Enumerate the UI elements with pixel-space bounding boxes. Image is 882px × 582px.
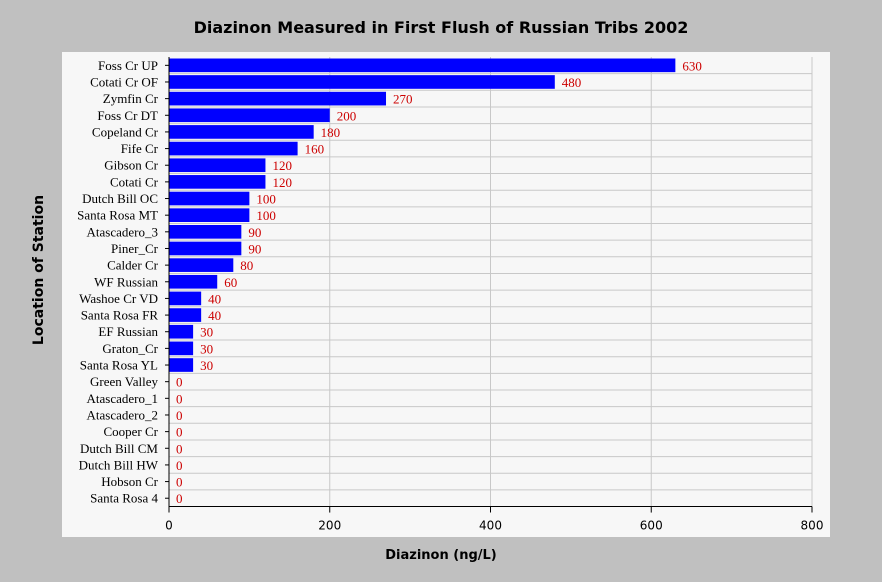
category-label: Dutch Bill HW xyxy=(79,457,159,472)
category-label: Atascadero_3 xyxy=(87,224,158,239)
x-tick-label: 800 xyxy=(801,519,824,533)
bar xyxy=(169,58,676,73)
category-label: Cotati Cr xyxy=(110,174,159,189)
x-tick-label: 400 xyxy=(479,519,502,533)
bar xyxy=(169,324,194,339)
value-label: 480 xyxy=(562,75,582,90)
category-label: Graton_Cr xyxy=(102,341,158,356)
value-label: 60 xyxy=(224,275,237,290)
category-label: EF Russian xyxy=(98,324,158,339)
y-axis-label: Location of Station xyxy=(31,194,47,346)
category-label: Green Valley xyxy=(90,374,158,389)
x-axis-label: Diazinon (ng/L) xyxy=(385,548,497,563)
bar xyxy=(169,208,250,222)
value-label: 0 xyxy=(176,458,183,473)
category-label: Atascadero_2 xyxy=(87,407,158,422)
value-label: 180 xyxy=(321,125,341,140)
value-label: 630 xyxy=(682,58,702,73)
bars xyxy=(169,58,676,372)
category-label: Santa Rosa YL xyxy=(80,358,158,373)
category-label: WF Russian xyxy=(94,274,158,289)
bar xyxy=(169,274,218,289)
value-label: 30 xyxy=(200,341,213,356)
value-label: 100 xyxy=(256,208,276,223)
value-label: 200 xyxy=(337,108,357,123)
bar xyxy=(169,125,314,139)
category-label: Santa Rosa FR xyxy=(81,308,159,323)
value-label: 0 xyxy=(176,475,183,490)
category-label: Hobson Cr xyxy=(101,474,158,489)
value-label: 90 xyxy=(248,225,261,240)
category-label: Gibson Cr xyxy=(104,158,158,173)
category-label: Piner_Cr xyxy=(111,241,159,256)
value-label: 160 xyxy=(305,142,325,157)
x-tick-label: 0 xyxy=(165,519,173,533)
value-label: 40 xyxy=(208,308,221,323)
category-label: Calder Cr xyxy=(107,258,159,273)
bar xyxy=(169,141,298,156)
value-label: 100 xyxy=(256,192,276,207)
category-label: Washoe Cr VD xyxy=(79,291,158,306)
chart-title: Diazinon Measured in First Flush of Russ… xyxy=(193,18,689,37)
x-tick-label: 200 xyxy=(318,519,341,533)
category-label: Dutch Bill CM xyxy=(80,441,158,456)
value-label: 0 xyxy=(176,391,183,406)
bar xyxy=(169,175,266,189)
category-label: Cooper Cr xyxy=(103,424,158,439)
bar xyxy=(169,108,330,123)
value-label: 0 xyxy=(176,491,183,506)
value-label: 120 xyxy=(272,175,292,190)
value-label: 30 xyxy=(200,325,213,340)
category-label: Zymfin Cr xyxy=(103,91,159,106)
category-label: Foss Cr DT xyxy=(97,108,158,123)
bar xyxy=(169,241,242,256)
bar xyxy=(169,291,202,306)
bar xyxy=(169,91,387,106)
value-label: 0 xyxy=(176,408,183,423)
category-label: Fife Cr xyxy=(121,141,159,156)
value-label: 40 xyxy=(208,291,221,306)
category-label: Santa Rosa 4 xyxy=(90,491,158,506)
value-label: 90 xyxy=(248,241,261,256)
category-label: Cotati Cr OF xyxy=(90,74,158,89)
value-label: 0 xyxy=(176,425,183,440)
category-label: Atascadero_1 xyxy=(87,391,158,406)
bar xyxy=(169,225,242,239)
category-label: Copeland Cr xyxy=(92,124,159,139)
bar xyxy=(169,191,250,206)
value-label: 80 xyxy=(240,258,253,273)
bar xyxy=(169,308,202,322)
category-label: Dutch Bill OC xyxy=(82,191,158,206)
value-labels: 6304802702001801601201201001009090806040… xyxy=(176,58,702,506)
bar xyxy=(169,158,266,173)
category-label: Santa Rosa MT xyxy=(77,208,158,223)
bar xyxy=(169,258,234,272)
bar xyxy=(169,341,194,356)
value-label: 120 xyxy=(272,158,292,173)
x-tick-label: 600 xyxy=(640,519,663,533)
bar xyxy=(169,75,555,89)
bar xyxy=(169,358,194,372)
value-label: 30 xyxy=(200,358,213,373)
category-label: Foss Cr UP xyxy=(98,58,158,73)
axes: 0 200 400 600 800 xyxy=(165,57,823,533)
value-label: 270 xyxy=(393,92,413,107)
value-label: 0 xyxy=(176,375,183,390)
value-label: 0 xyxy=(176,441,183,456)
